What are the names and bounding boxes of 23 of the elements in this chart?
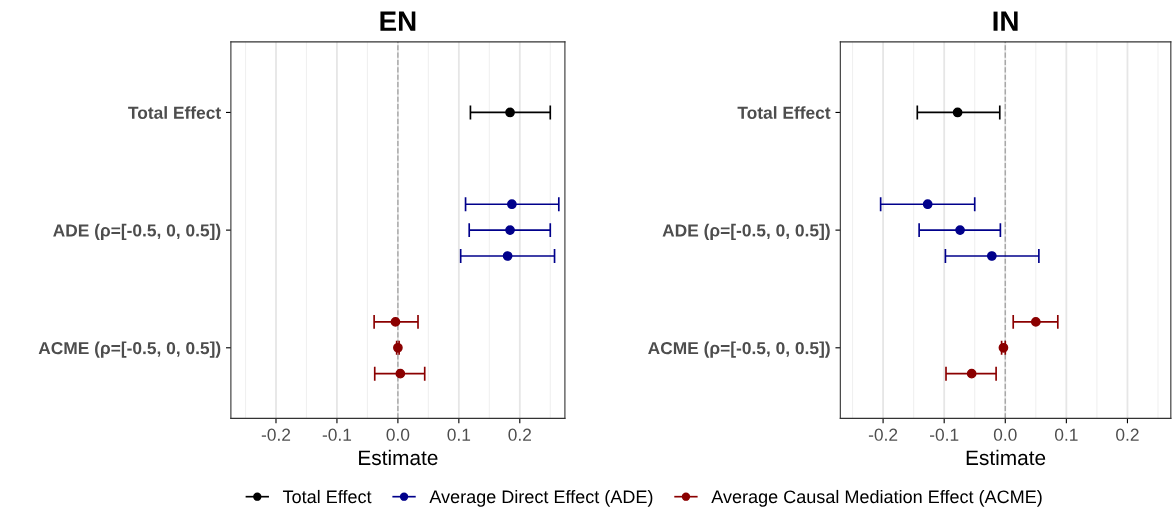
legend-label: Average Direct Effect (ADE) [429, 489, 653, 507]
y-tick-label: Total Effect [737, 106, 831, 119]
y-tick-label: ADE (ρ=[-0.5, 0, 0.5]) [662, 223, 830, 241]
y-tick-label: ADE (ρ=[-0.5, 0, 0.5]) [53, 223, 221, 241]
chart-title: IN [993, 11, 1018, 31]
x-axis-title: Estimate [966, 449, 1046, 466]
x-axis-title: Estimate [359, 449, 438, 466]
x-tick-label: -0.1 [929, 428, 959, 441]
x-tick-label: 0.0 [386, 428, 410, 441]
y-tick-label: Total Effect [128, 106, 221, 119]
x-tick-label: -0.1 [322, 428, 352, 441]
x-tick-label: -0.2 [868, 428, 898, 441]
x-tick-label: -0.2 [261, 428, 291, 441]
x-tick-label: 0.1 [1054, 428, 1078, 441]
y-tick-label: ACME (ρ=[-0.5, 0, 0.5]) [38, 341, 221, 358]
x-tick-label: 0.2 [1116, 428, 1139, 441]
x-tick-label: 0.0 [993, 428, 1017, 441]
legend-label: Total Effect [282, 489, 372, 504]
x-tick-label: 0.1 [447, 428, 471, 441]
y-tick-label: ACME (ρ=[-0.5, 0, 0.5]) [648, 341, 830, 358]
chart-title: EN [380, 11, 416, 31]
legend-label: Average Causal Mediation Effect (ACME) [711, 489, 1042, 507]
x-tick-label: 0.2 [508, 428, 531, 441]
